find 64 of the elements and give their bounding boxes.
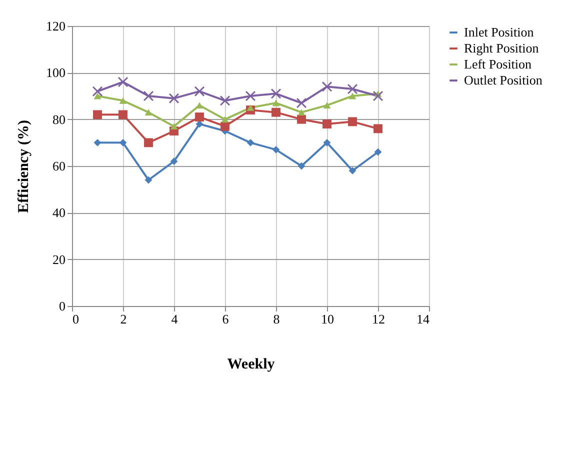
point: [272, 108, 280, 117]
point: [170, 158, 178, 166]
y-axis-title: Efficiency (%): [16, 120, 32, 213]
legend-label: Inlet Position: [464, 24, 534, 40]
legend-label: Outlet Position: [464, 72, 543, 88]
point: [94, 138, 102, 146]
point: [323, 138, 331, 146]
point: [323, 102, 331, 109]
y-tick-label: 20: [52, 252, 66, 267]
x-tick-label: 4: [171, 312, 178, 326]
point: [296, 98, 307, 108]
point: [374, 124, 382, 134]
x-axis-title: Weekly: [227, 356, 276, 372]
point: [196, 120, 204, 128]
point: [372, 90, 384, 102]
point: [92, 86, 103, 97]
x-tick-label: 2: [120, 312, 127, 326]
point: [94, 92, 102, 100]
point: [322, 81, 332, 92]
point: [119, 97, 127, 104]
point: [93, 110, 102, 120]
point: [297, 114, 306, 124]
point: [144, 138, 153, 148]
legend-label: Right Position: [464, 40, 540, 56]
legend-label: Left Position: [464, 56, 532, 72]
point: [272, 100, 280, 106]
point: [118, 76, 128, 88]
point: [374, 148, 382, 156]
y-tick-label: 40: [52, 205, 66, 220]
point: [245, 90, 256, 102]
point: [144, 176, 152, 184]
point: [298, 109, 306, 116]
point: [347, 84, 358, 94]
x-tick-label: 10: [321, 312, 334, 326]
point: [348, 117, 357, 126]
point: [143, 90, 154, 102]
point: [144, 109, 152, 116]
point: [119, 138, 127, 146]
y-tick-label: 60: [52, 158, 66, 174]
point: [270, 88, 282, 99]
point: [322, 120, 332, 128]
x-tick-label: 12: [372, 312, 385, 326]
point: [220, 122, 230, 131]
point: [168, 93, 180, 104]
y-tick-label: 120: [46, 18, 66, 34]
x-tick-label: 6: [222, 312, 230, 326]
x-tick-label: 8: [273, 312, 280, 326]
y-tick-label: 0: [59, 298, 66, 314]
point: [170, 123, 178, 130]
point: [348, 166, 356, 174]
x-tick-label: 0: [72, 312, 79, 326]
point: [348, 92, 356, 100]
point: [221, 116, 229, 123]
point: [118, 110, 128, 120]
point: [194, 86, 205, 97]
point: [246, 138, 254, 146]
point: [195, 112, 204, 122]
point: [246, 104, 254, 111]
y-tick-label: 80: [52, 112, 66, 127]
point: [220, 95, 230, 106]
point: [272, 146, 280, 154]
x-tick-label: 14: [416, 312, 430, 326]
point: [298, 162, 306, 170]
y-tick-label: 100: [46, 65, 66, 80]
